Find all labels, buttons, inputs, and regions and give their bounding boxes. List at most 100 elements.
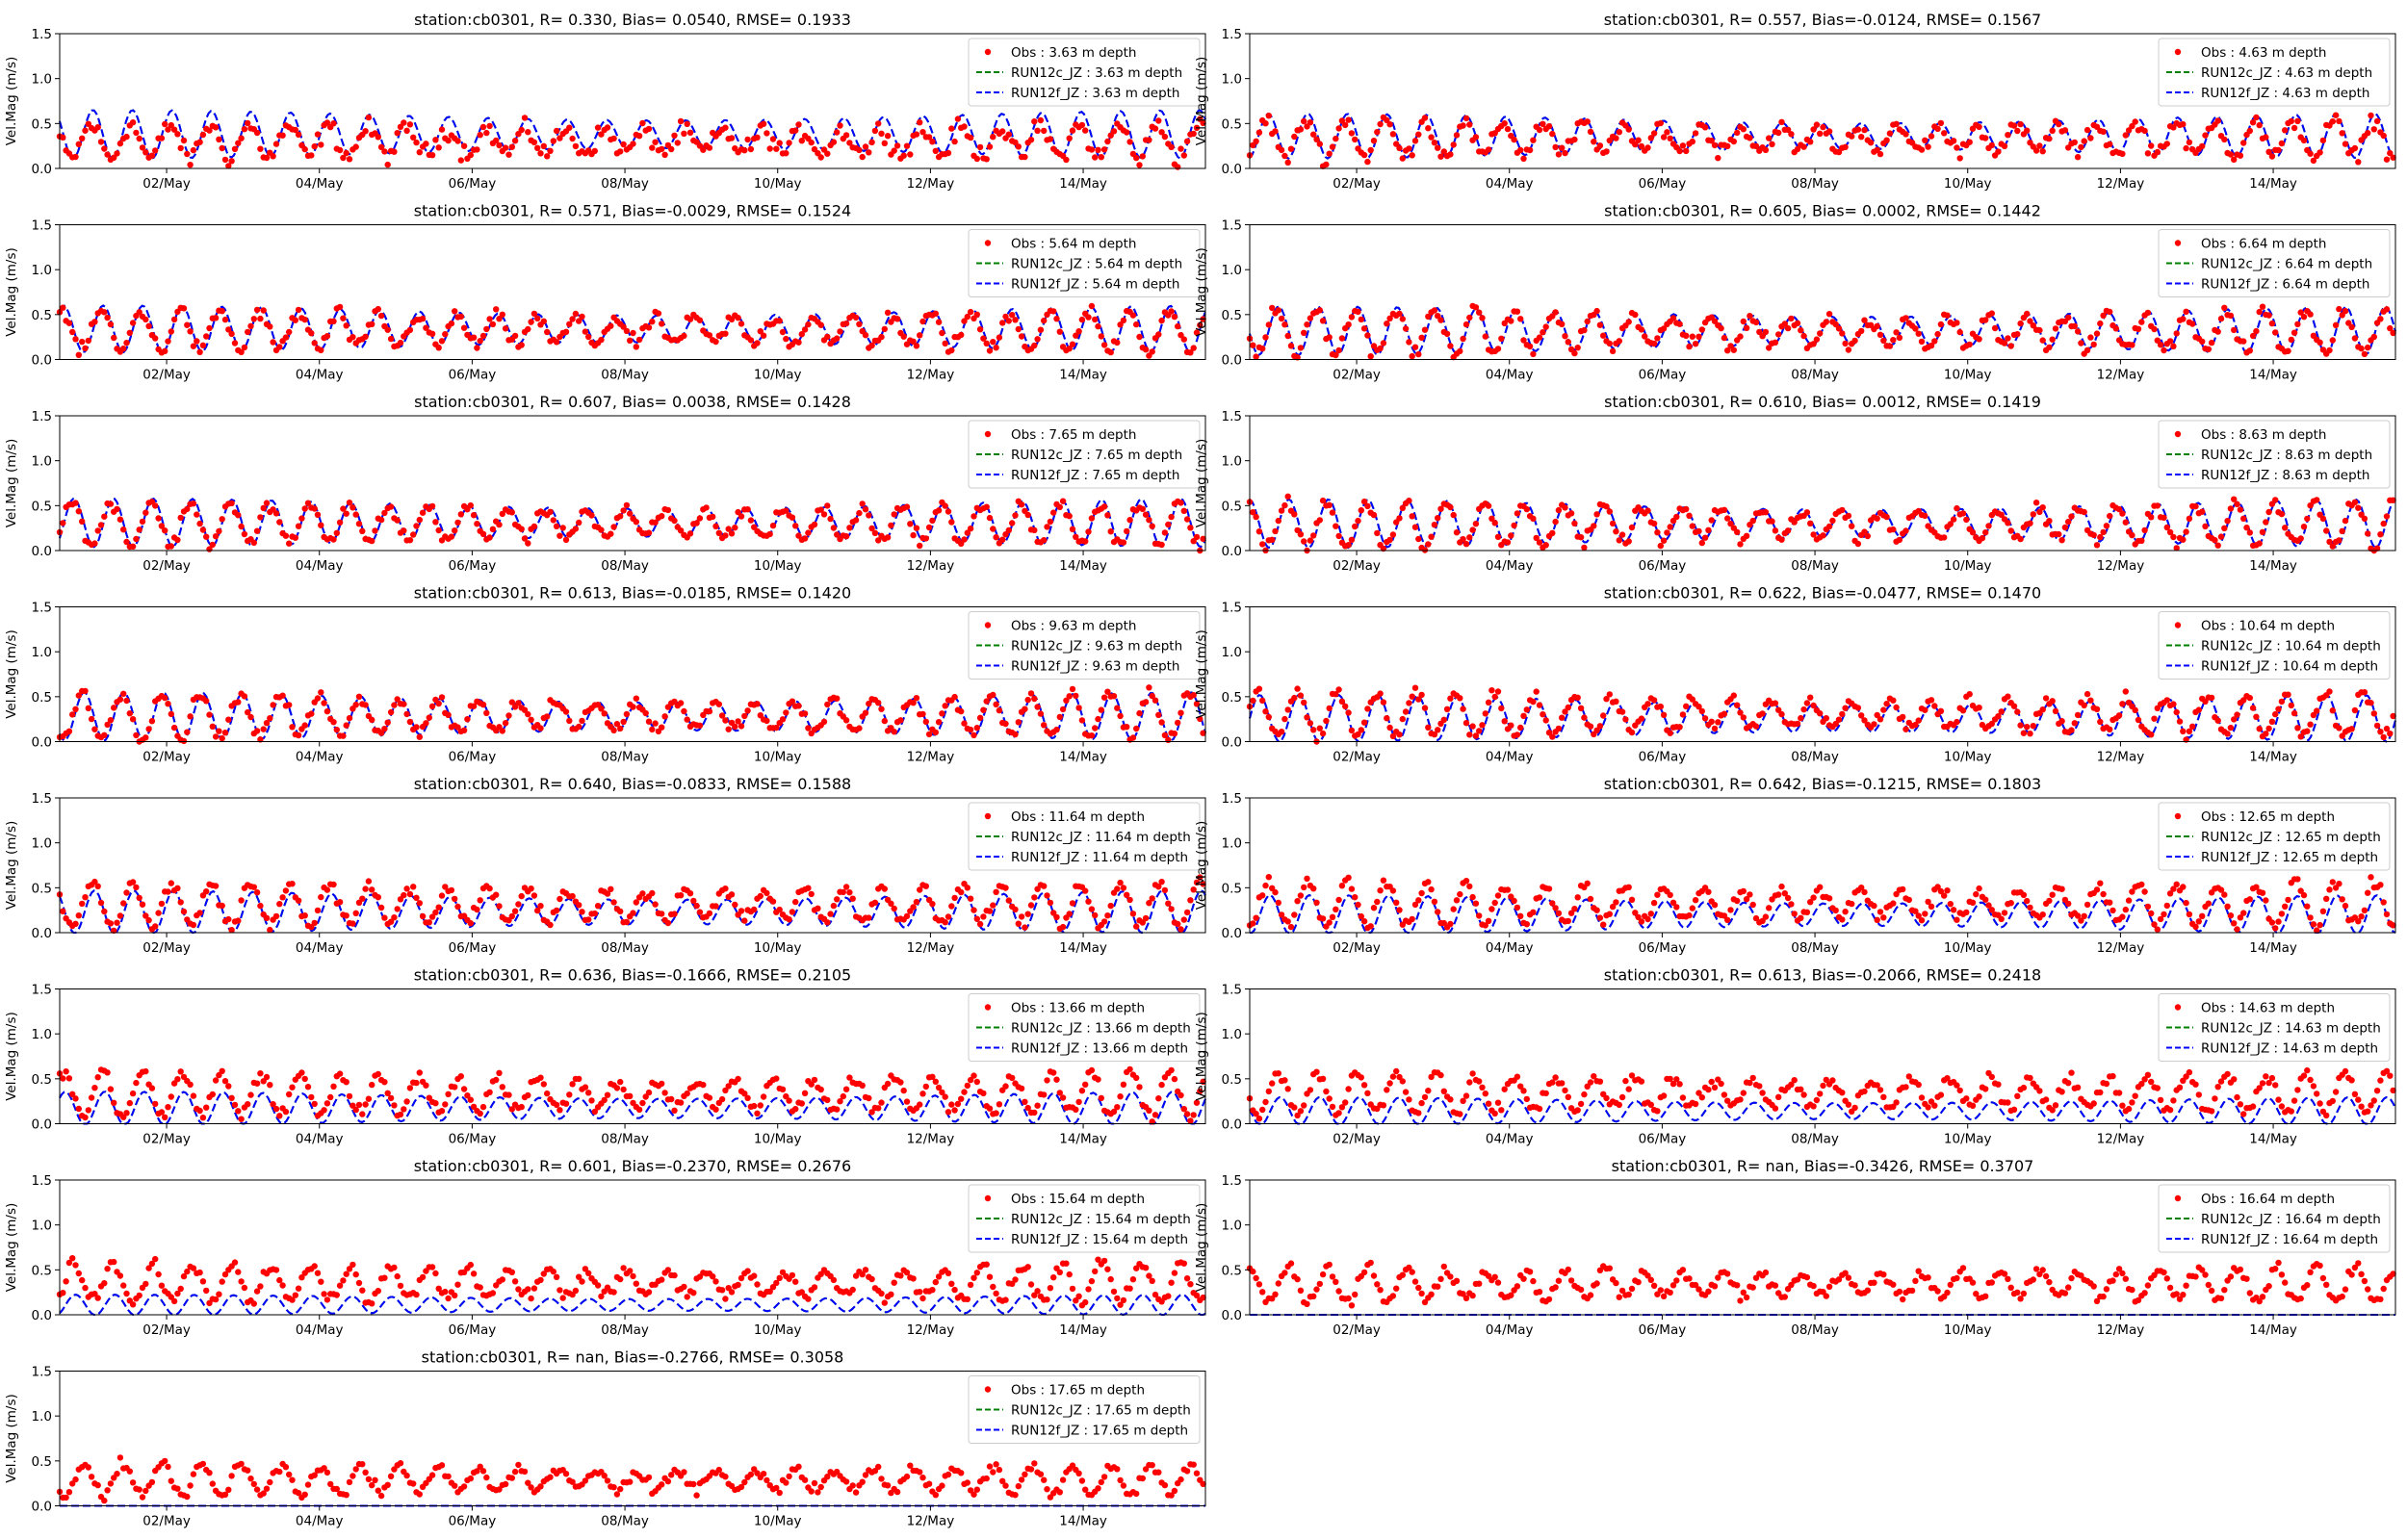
obs-point (786, 916, 792, 923)
obs-point (2157, 915, 2164, 923)
obs-point (553, 1101, 560, 1109)
obs-point (556, 1107, 563, 1114)
x-tick-label: 02/May (1333, 368, 1381, 383)
obs-point (346, 1092, 353, 1100)
obs-point (1517, 316, 1524, 322)
obs-point (732, 723, 738, 731)
obs-point (2339, 527, 2345, 534)
obs-point (1425, 541, 1432, 548)
obs-point (1562, 504, 1568, 511)
axes-frame (1249, 33, 2396, 169)
obs-point (2027, 520, 2033, 526)
obs-point (1803, 509, 1811, 516)
obs-point (2192, 502, 2199, 510)
obs-point (1291, 694, 1298, 702)
obs-point (776, 140, 783, 146)
obs-point (1893, 120, 1900, 127)
obs-point (410, 531, 417, 538)
obs-point (123, 889, 130, 896)
obs-point (253, 728, 261, 734)
obs-point (116, 140, 124, 147)
obs-point (1698, 707, 1706, 715)
obs-point (967, 526, 974, 532)
obs-point (945, 913, 952, 920)
obs-point (85, 705, 92, 711)
obs-point (2090, 341, 2097, 348)
obs-point (1766, 135, 1773, 141)
obs-point (562, 1100, 570, 1107)
obs-point (2390, 497, 2396, 503)
obs-point (556, 895, 563, 903)
obs-point (1874, 322, 1880, 330)
obs-point (2377, 1077, 2384, 1084)
legend-label: RUN12f_JZ : 5.64 m depth (1011, 277, 1180, 293)
obs-point (126, 710, 133, 717)
obs-point (649, 726, 656, 733)
obs-point (460, 142, 468, 149)
obs-point (136, 1292, 142, 1299)
obs-point (145, 726, 152, 732)
obs-point (1272, 527, 1279, 535)
obs-point (623, 327, 631, 335)
obs-point (1679, 711, 1687, 718)
obs-point (2001, 340, 2008, 346)
x-tick-label: 06/May (1639, 750, 1687, 765)
obs-point (2141, 1076, 2148, 1083)
obs-point (142, 149, 149, 156)
axes-frame (59, 797, 1206, 934)
obs-point (1355, 308, 1361, 316)
obs-point (2249, 705, 2257, 711)
obs-point (1110, 1108, 1118, 1116)
obs-point (776, 1274, 783, 1282)
obs-point (1491, 520, 1498, 526)
obs-point (659, 321, 665, 327)
obs-point (1281, 501, 1288, 509)
obs-point (474, 521, 480, 527)
obs-point (129, 119, 137, 126)
obs-point (942, 703, 948, 709)
obs-point (114, 150, 120, 157)
obs-point (1326, 150, 1333, 157)
obs-point (63, 1068, 69, 1075)
obs-point (2221, 136, 2228, 143)
obs-point (2046, 897, 2053, 905)
obs-point (362, 1101, 369, 1108)
obs-point (2304, 728, 2311, 734)
obs-point (1358, 727, 1365, 733)
obs-point (1749, 517, 1756, 525)
obs-point (1187, 349, 1194, 356)
obs-point (986, 514, 994, 522)
obs-point (2348, 323, 2355, 330)
obs-point (69, 1255, 76, 1262)
obs-point (1603, 148, 1610, 155)
obs-point (1440, 1088, 1448, 1095)
obs-point (419, 1273, 427, 1281)
obs-point (1088, 906, 1096, 912)
obs-point (528, 1295, 534, 1302)
obs-point (1807, 520, 1814, 526)
x-tick-label: 06/May (449, 750, 497, 765)
obs-point (142, 734, 149, 741)
obs-point (260, 726, 267, 732)
obs-point (2339, 130, 2345, 137)
obs-point (881, 717, 888, 725)
obs-point (1050, 910, 1057, 916)
obs-point (1377, 690, 1384, 697)
obs-point (330, 1083, 337, 1091)
obs-point (1874, 515, 1880, 522)
obs-point (1991, 324, 1999, 332)
obs-point (1858, 712, 1865, 719)
obs-point (1180, 507, 1188, 514)
obs-point (406, 326, 414, 334)
obs-point (976, 714, 984, 721)
obs-point (1462, 1092, 1470, 1099)
obs-point (2071, 322, 2078, 329)
obs-point (457, 157, 464, 164)
legend-label: RUN12c_JZ : 14.63 m depth (2201, 1021, 2381, 1037)
obs-point (967, 308, 974, 316)
obs-point (2141, 888, 2148, 895)
obs-point (1284, 159, 1291, 166)
legend-label: RUN12f_JZ : 12.65 m depth (2201, 850, 2378, 865)
obs-point (369, 1081, 375, 1089)
series-obs (1246, 112, 2396, 169)
